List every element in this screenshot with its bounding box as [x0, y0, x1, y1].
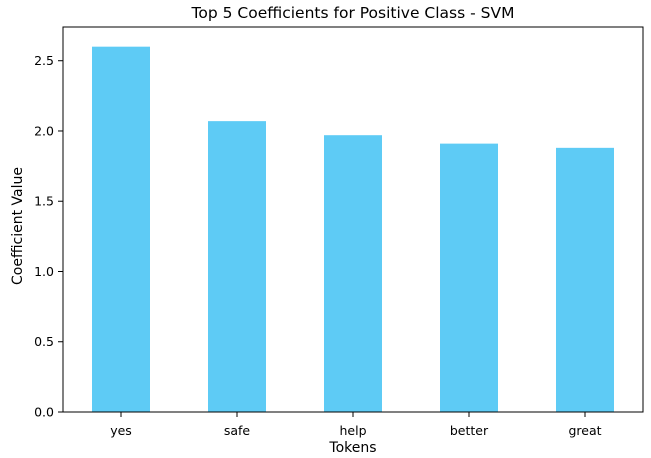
- y-axis-label: Coefficient Value: [10, 167, 26, 285]
- x-tick-label: safe: [224, 423, 251, 438]
- bar-help: [324, 135, 382, 413]
- x-tick-label: better: [450, 423, 489, 438]
- x-axis-label: Tokens: [328, 440, 376, 456]
- y-tick-label: 1.0: [34, 264, 54, 279]
- y-tick-label: 2.5: [34, 53, 54, 68]
- y-tick-label: 2.0: [34, 123, 54, 138]
- chart-title: Top 5 Coefficients for Positive Class - …: [191, 4, 515, 22]
- bar-yes: [92, 46, 150, 412]
- x-axis: yes safe help better great: [110, 412, 602, 438]
- y-tick-label: 1.5: [34, 194, 54, 209]
- x-tick-label: yes: [110, 423, 132, 438]
- y-tick-label: 0.5: [34, 334, 54, 349]
- bar-better: [440, 143, 498, 412]
- y-tick-label: 0.0: [34, 405, 54, 420]
- bar-safe: [208, 121, 266, 412]
- plot-area: [62, 26, 644, 413]
- x-tick-label: help: [339, 423, 366, 438]
- y-axis: 0.0 0.5 1.0 1.5 2.0 2.5: [34, 53, 63, 420]
- bar-great: [556, 147, 614, 412]
- x-tick-label: great: [568, 423, 601, 438]
